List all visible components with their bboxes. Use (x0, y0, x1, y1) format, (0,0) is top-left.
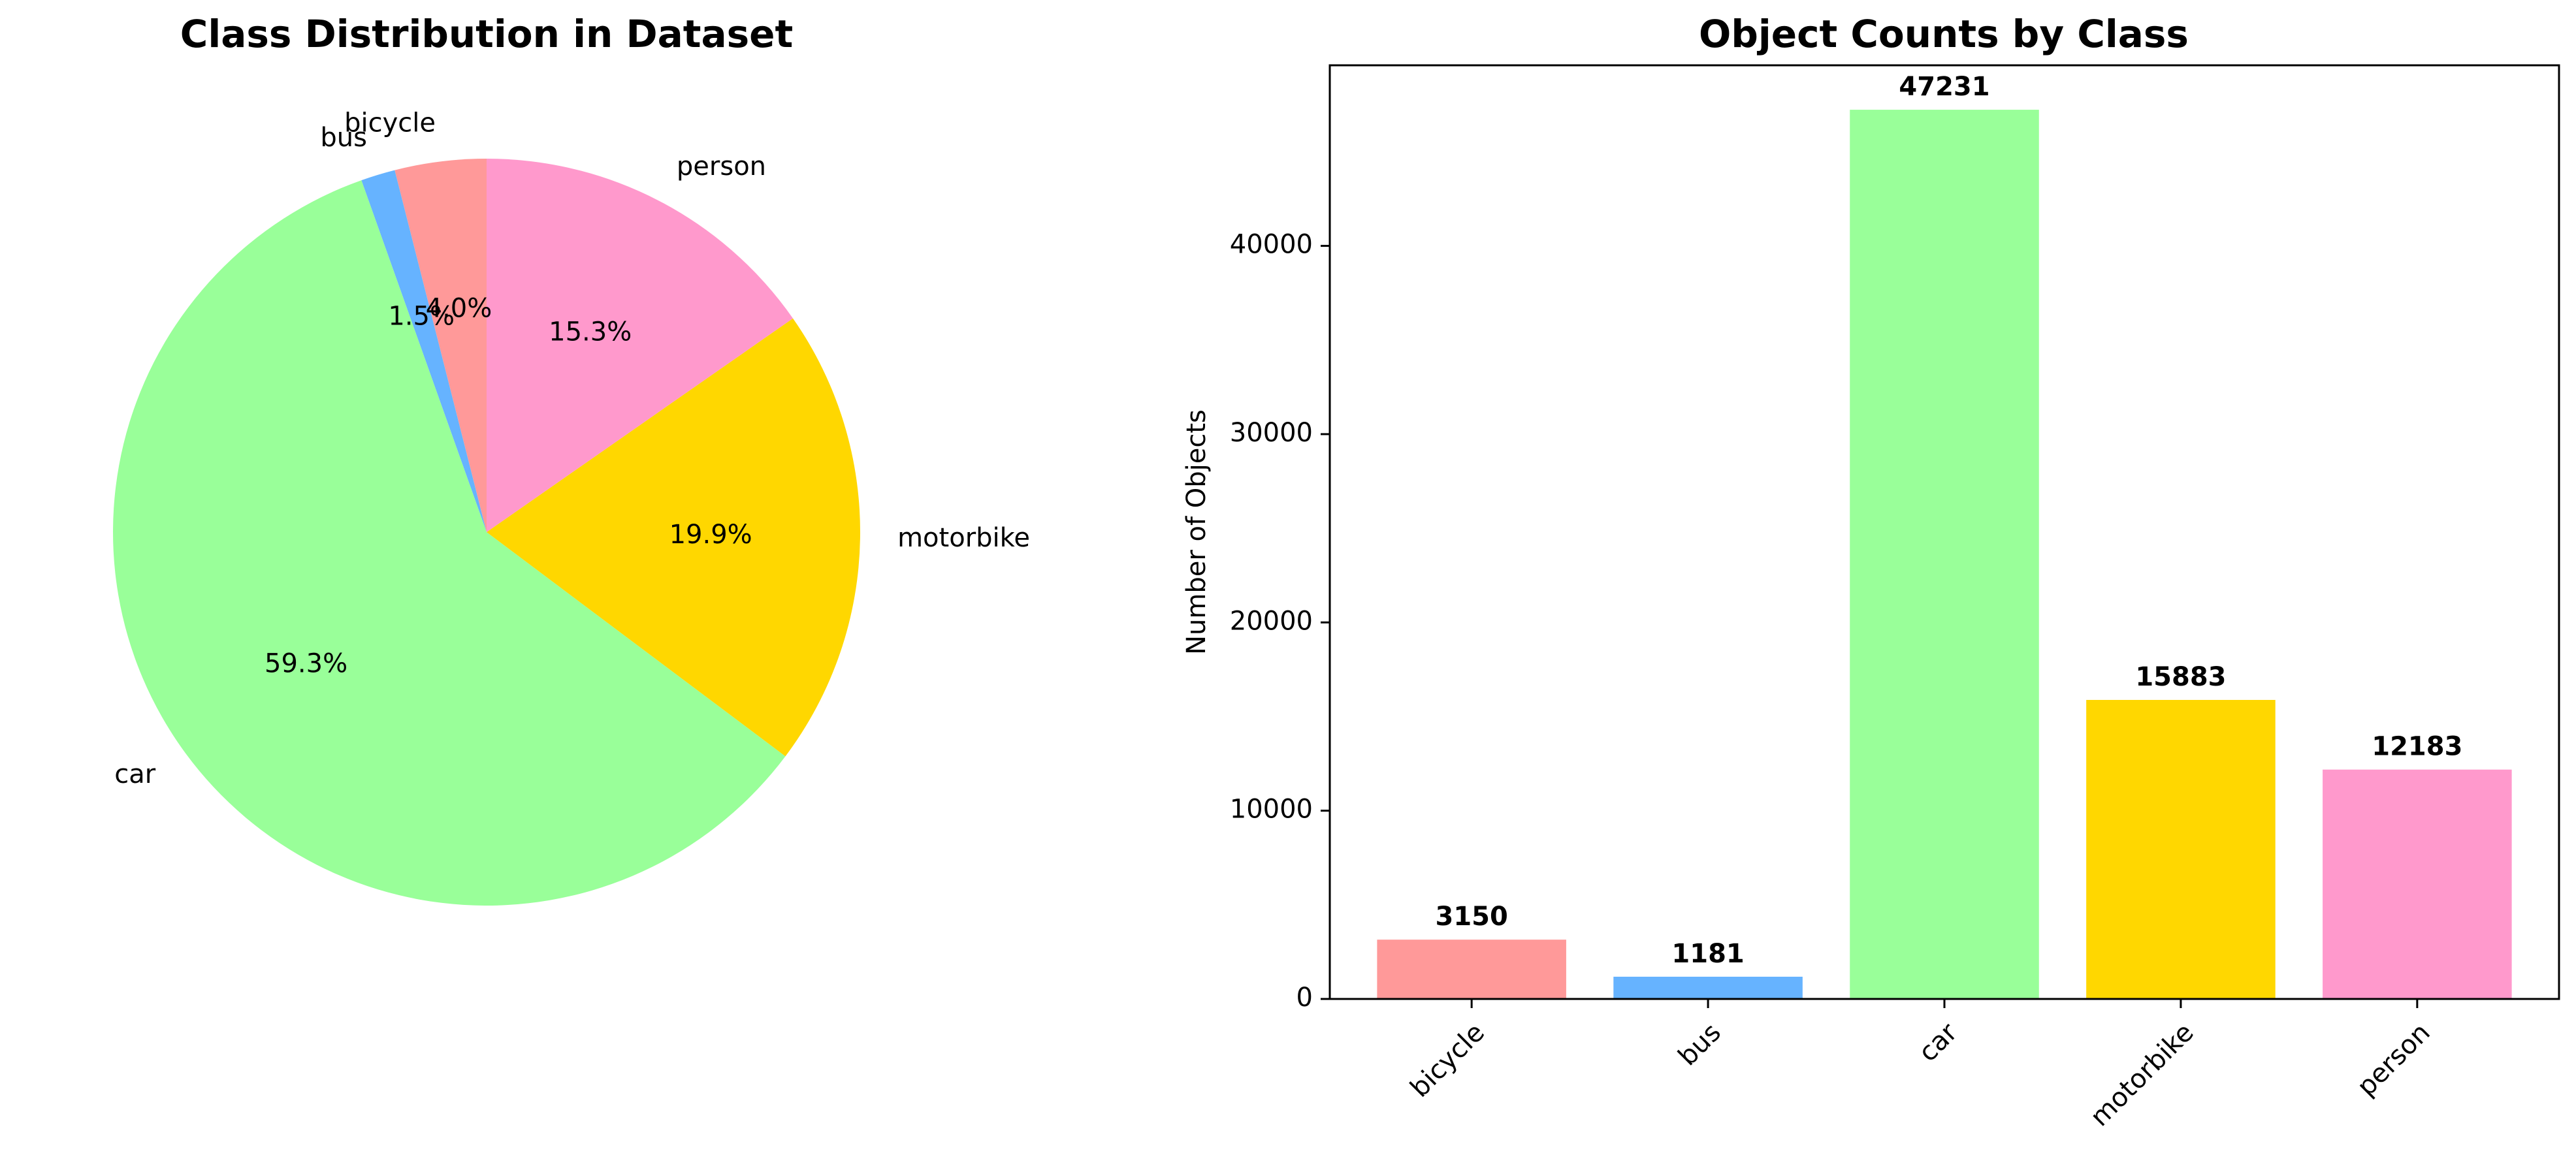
y-tick-label-10000: 10000 (1230, 795, 1313, 825)
pie-slices (113, 159, 860, 906)
bar-value-motorbike: 15883 (2135, 662, 2226, 692)
pie-percent-person: 15.3% (549, 317, 632, 347)
pie-slice-person (487, 159, 794, 532)
x-tick-label-person: person (2351, 1017, 2436, 1101)
bar-value-car: 47231 (1899, 72, 1989, 102)
bar-person (2323, 769, 2512, 999)
pie-slice-motorbike (487, 318, 860, 757)
pie-percent-bus: 1.5% (388, 302, 455, 332)
pie-chart-title: Class Distribution in Dataset (180, 12, 793, 56)
pie-labels: bicycle 4.0% bus 1.5% car 59.3% motorbike 19.9%… (114, 108, 1030, 789)
x-tick-label-motorbike: motorbike (2085, 1017, 2200, 1132)
pie-percent-car: 59.3% (265, 648, 347, 678)
pie-label-car: car (114, 759, 156, 789)
y-axis-ticks: 0 10000 20000 30000 40000 (1230, 230, 1330, 1013)
bar-chart-title: Object Counts by Class (1699, 12, 2189, 56)
x-axis-ticks: bicycle bus car motorbike person (1405, 999, 2436, 1132)
y-axis-label: Number of Objects (1182, 409, 1212, 655)
pie-slice-bicycle (394, 159, 487, 532)
pie-label-person: person (677, 151, 766, 182)
pie-slice-car (113, 180, 786, 906)
y-tick-label-20000: 20000 (1230, 606, 1313, 636)
y-tick-label-0: 0 (1296, 983, 1313, 1013)
y-tick-label-40000: 40000 (1230, 230, 1313, 260)
bar-value-person: 12183 (2372, 732, 2462, 762)
x-tick-label-car: car (1913, 1017, 1963, 1068)
x-tick-label-bus: bus (1673, 1017, 1727, 1071)
bar-value-bicycle: 3150 (1435, 902, 1507, 932)
bar-car (1850, 110, 2039, 1000)
pie-label-bus: bus (320, 123, 367, 153)
y-tick-label-30000: 30000 (1230, 418, 1313, 448)
bar-motorbike (2086, 700, 2276, 999)
pie-percent-motorbike: 19.9% (669, 520, 752, 550)
pie-label-bicycle: bicycle (344, 108, 436, 138)
pie-chart: Class Distribution in Dataset bicycle 4.0… (113, 12, 1030, 906)
pie-percent-bicycle: 4.0% (426, 293, 492, 323)
bar-chart: Object Counts by Class 3150 1181 47231 1588… (1182, 12, 2560, 1132)
pie-slice-bus (361, 170, 487, 532)
bar-bicycle (1377, 940, 1566, 999)
bars (1377, 110, 2512, 1000)
pie-label-motorbike: motorbike (897, 523, 1030, 553)
bar-value-bus: 1181 (1671, 939, 1744, 969)
x-tick-label-bicycle: bicycle (1405, 1017, 1490, 1103)
bar-value-labels: 3150 1181 47231 15883 12183 (1435, 72, 2462, 969)
bar-bus (1613, 976, 1803, 999)
